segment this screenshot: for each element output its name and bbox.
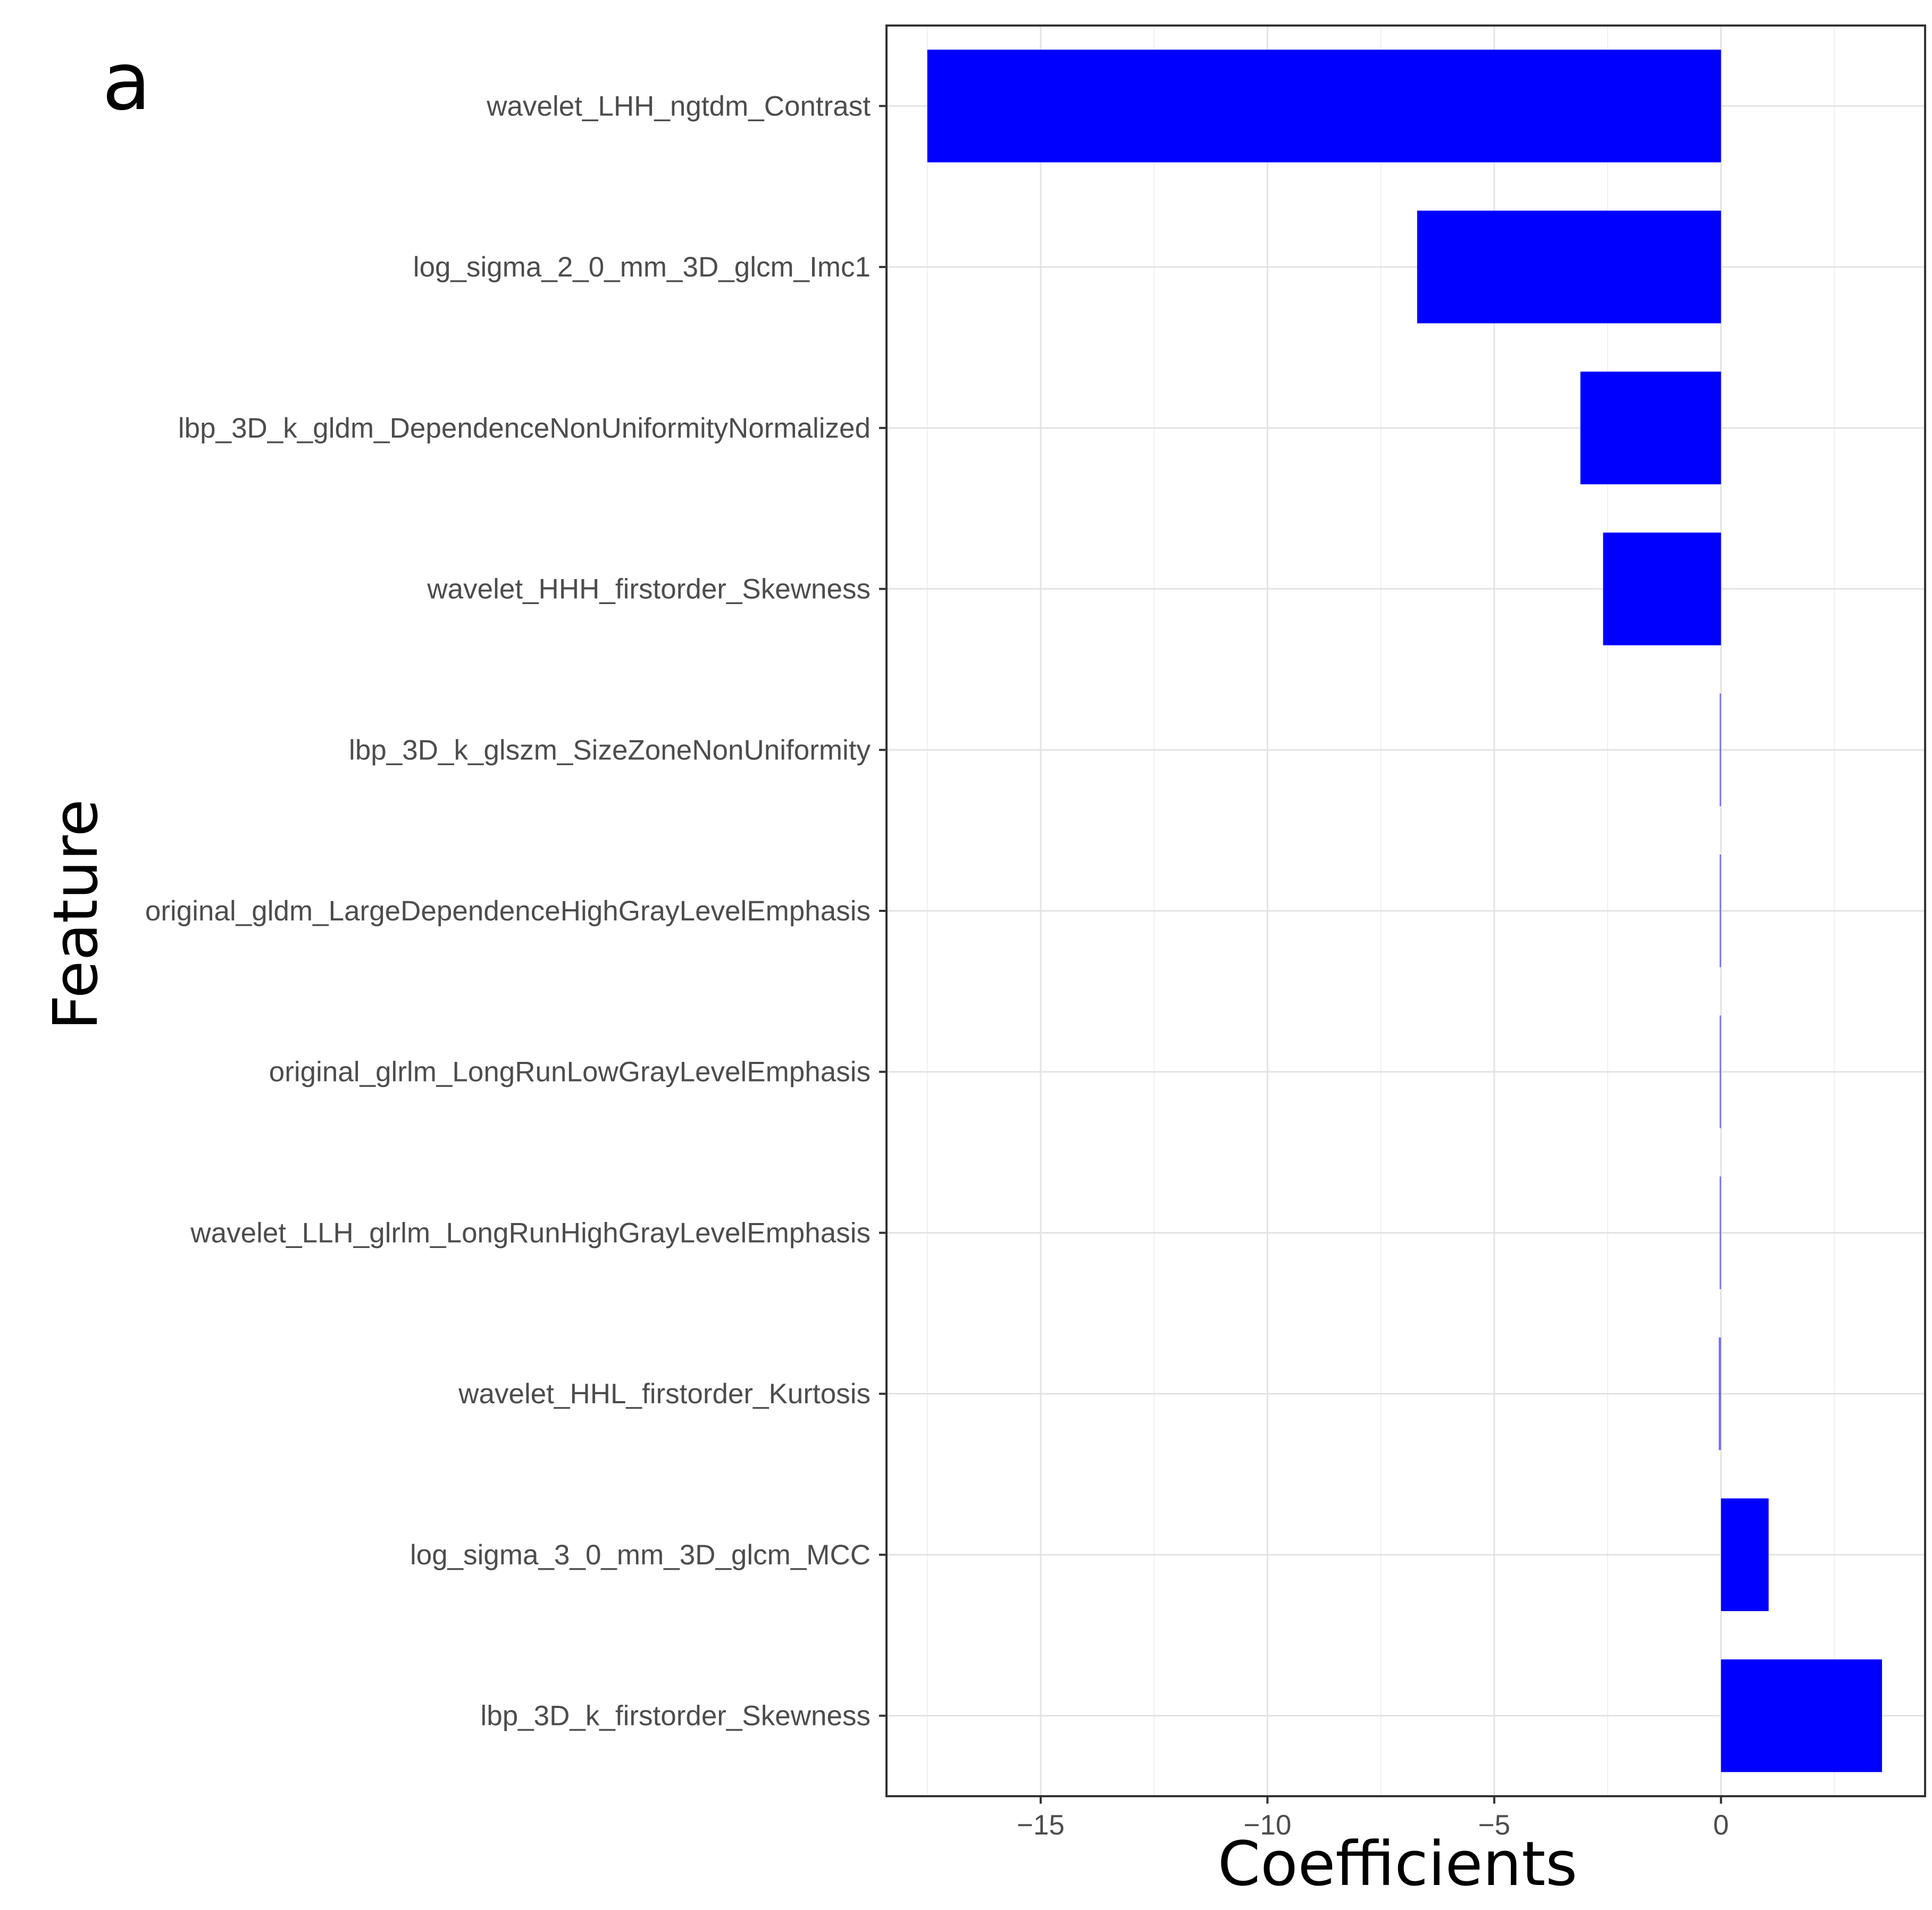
bar [1580, 371, 1721, 484]
bar [1603, 532, 1721, 646]
y-axis-title: Feature [40, 799, 112, 1031]
y-tick-label: wavelet_LHH_ngtdm_Contrast [486, 90, 871, 122]
bar [1719, 1015, 1721, 1128]
bar [1719, 855, 1721, 967]
x-tick-label: −5 [1478, 1810, 1510, 1841]
bar [1719, 693, 1721, 807]
bar [1718, 1337, 1721, 1451]
x-tick-label: −10 [1243, 1810, 1291, 1841]
y-tick-label: wavelet_HHL_firstorder_Kurtosis [458, 1378, 871, 1410]
y-tick-label: log_sigma_2_0_mm_3D_glcm_Imc1 [413, 252, 871, 283]
x-tick-label: 0 [1713, 1810, 1728, 1841]
x-axis-title: Coefficients [1218, 1829, 1577, 1900]
bar-layer [927, 49, 1882, 1772]
axis-layer: wavelet_LHH_ngtdm_Contrast log_sigma_2_0_… [145, 90, 1729, 1841]
y-tick-label: original_glrlm_LongRunLowGrayLevelEmphas… [269, 1057, 871, 1088]
bar [1417, 211, 1721, 324]
bar [1721, 1498, 1769, 1611]
grid-layer [886, 26, 1925, 1796]
y-tick-label: log_sigma_3_0_mm_3D_glcm_MCC [410, 1539, 871, 1571]
y-tick-label: wavelet_HHH_firstorder_Skewness [426, 574, 871, 605]
y-tick-label: original_gldm_LargeDependenceHighGrayLev… [145, 895, 871, 927]
panel-label: a [102, 36, 151, 128]
y-tick-label: lbp_3D_k_gldm_DependenceNonUniformityNor… [178, 413, 871, 444]
x-tick-label: −15 [1017, 1810, 1065, 1841]
bar [927, 49, 1721, 163]
bar [1719, 1176, 1721, 1289]
y-tick-label: wavelet_LLH_glrlm_LongRunHighGrayLevelEm… [190, 1217, 871, 1249]
bar [1721, 1659, 1882, 1772]
y-tick-label: lbp_3D_k_glszm_SizeZoneNonUniformity [349, 734, 871, 766]
y-tick-label: lbp_3D_k_firstorder_Skewness [480, 1700, 871, 1732]
